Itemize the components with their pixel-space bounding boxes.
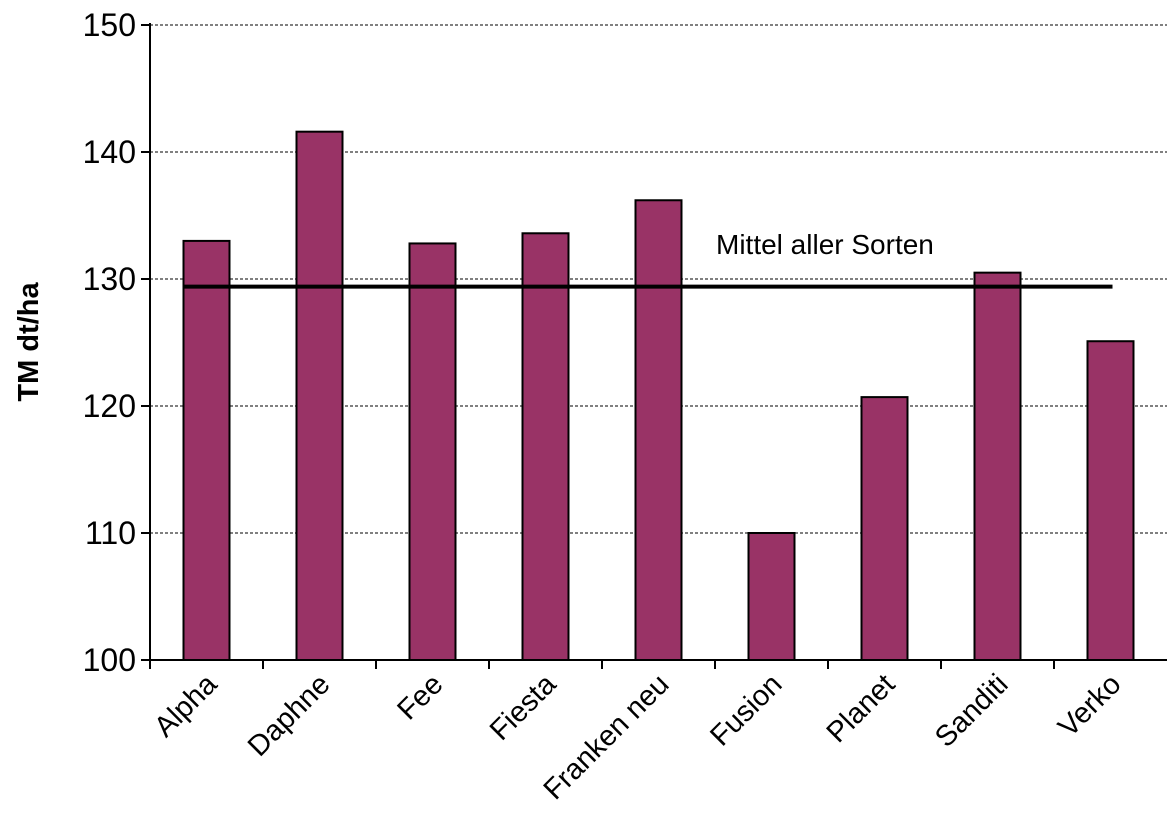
bar-fiesta	[523, 233, 569, 660]
x-tick-label-fee: Fee	[391, 668, 449, 726]
x-tick-label-alpha: Alpha	[148, 668, 224, 744]
bar-sanditi	[975, 273, 1021, 660]
x-tick-label-fiesta: Fiesta	[484, 668, 563, 747]
y-tick-labels: 100 110 120 130 140 150	[83, 7, 136, 678]
bar-verko	[1088, 341, 1134, 660]
x-tick-label-daphne: Daphne	[242, 668, 336, 762]
y-tick-label-0: 100	[83, 642, 136, 678]
y-tick-label-5: 150	[83, 7, 136, 43]
x-tick-label-planet: Planet	[821, 668, 902, 749]
bar-fee	[410, 243, 456, 660]
y-tick-label-2: 120	[83, 388, 136, 424]
reference-line-label: Mittel aller Sorten	[716, 229, 934, 260]
bar-fusion	[749, 533, 795, 660]
bar-planet	[862, 397, 908, 660]
x-tick-label-fusion: Fusion	[704, 668, 788, 752]
y-tick-label-1: 110	[85, 515, 136, 551]
y-tick-label-4: 140	[83, 134, 136, 170]
bar-alpha	[184, 241, 230, 660]
bar-franken-neu	[636, 200, 682, 660]
x-tick-label-verko: Verko	[1052, 668, 1127, 743]
y-axis-title: TM dt/ha	[13, 282, 45, 402]
x-tick-label-sanditi: Sanditi	[929, 668, 1014, 753]
y-tick-label-3: 130	[83, 261, 136, 297]
bar-daphne	[297, 132, 343, 660]
bars	[184, 132, 1134, 660]
